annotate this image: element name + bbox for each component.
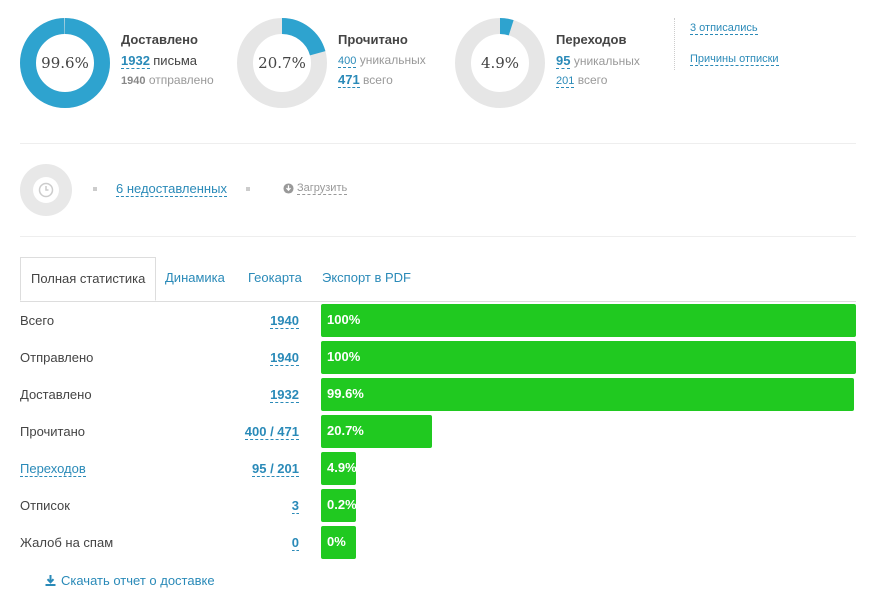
table-row: Переходов 95 / 201 4.9% [20,451,856,485]
row-label: Прочитано [20,424,85,439]
progress-bar: 0% [321,526,356,559]
row-label: Всего [20,313,55,328]
row-label: Жалоб на спам [20,535,114,550]
clock-icon [33,177,59,203]
donut-chart [455,18,545,108]
donut-percent: 99.6% [41,54,89,72]
tab-dynamics[interactable]: Динамика [165,270,225,285]
delivered-count-link[interactable]: 1932 [121,53,150,69]
stat-title: Доставлено [121,32,198,47]
stat-info: Переходов 95 уникальных 201 всего [556,32,640,92]
bar-percent: 20.7% [327,423,364,438]
delivered-unit: письма [153,53,198,68]
row-label: Доставлено [20,387,92,402]
progress-bar: 99.6% [321,378,854,411]
table-row: Отправлено 1940 100% [20,340,856,374]
tabs-baseline [20,301,856,302]
clicks-unique-unit: уникальных [573,54,640,68]
donut-percent: 4.9% [480,54,520,72]
row-value-link[interactable]: 3 [291,498,299,514]
table-row: Доставлено 1932 99.6% [20,377,856,411]
undelivered-link[interactable]: 6 недоставленных [116,181,227,197]
donut-clicks: 4.9% [455,18,545,108]
table-row: Всего 1940 100% [20,303,856,337]
bullet [93,187,97,191]
tab-full-stats[interactable]: Полная статистика [20,257,157,301]
donut-chart [237,18,327,108]
download-report-link[interactable]: Скачать отчет о доставке [44,573,215,588]
bar-percent: 99.6% [327,386,364,401]
donut-chart [20,18,110,108]
tab-geomap[interactable]: Геокарта [248,270,302,285]
bar-percent: 0.2% [327,497,357,512]
clicks-total-link[interactable]: 201 [556,75,575,88]
stat-info: Доставлено 1932 письма 1940 отправлено [121,32,214,92]
clock-badge [20,164,72,216]
donut-delivered: 99.6% [20,18,110,108]
row-value-link[interactable]: 400 / 471 [244,424,299,440]
stat-title: Прочитано [338,32,408,47]
clicks-unique-link[interactable]: 95 [556,53,571,69]
unsubscribe-panel: 3 отписались Причины отписки [674,18,779,70]
row-value-link[interactable]: 0 [291,535,299,551]
stat-info: Прочитано 400 уникальных 471 всего [338,32,426,92]
progress-bar: 100% [321,341,856,374]
download-undelivered-button[interactable]: Загрузить [283,182,348,195]
read-unique-link[interactable]: 400 [338,55,357,68]
row-value-link[interactable]: 1932 [270,387,299,403]
row-value-link[interactable]: 1940 [270,350,299,366]
download-report-icon [45,575,56,586]
row-value-link[interactable]: 95 / 201 [252,461,299,477]
donut-percent: 20.7% [258,54,306,72]
download-label: Загрузить [297,182,348,195]
row-label-link[interactable]: Переходов [20,461,86,477]
progress-bar: 4.9% [321,452,357,485]
bar-percent: 100% [327,349,361,364]
bullet [246,187,250,191]
unsubscribed-link[interactable]: 3 отписались [690,22,758,35]
clicks-total-unit: всего [577,73,608,87]
progress-bar: 20.7% [321,415,432,448]
unsubscribe-reasons-link[interactable]: Причины отписки [690,53,779,66]
stats-tabs: Полная статистика Динамика Геокарта Эксп… [20,257,856,302]
stat-title: Переходов [556,32,627,47]
divider [20,236,856,237]
row-value-link[interactable]: 1940 [270,313,299,329]
tab-export-pdf[interactable]: Экспорт в PDF [322,270,411,285]
download-icon [283,183,294,194]
sent-unit: отправлено [148,73,214,87]
download-report-label: Скачать отчет о доставке [61,573,215,588]
bar-percent: 100% [327,312,361,327]
progress-bar: 100% [321,304,856,337]
bar-percent: 0% [327,534,346,549]
table-row: Отписок 3 0.2% [20,488,856,522]
row-label: Отписок [20,498,70,513]
donut-read: 20.7% [237,18,327,108]
divider [20,143,856,144]
sent-count: 1940 [121,75,146,87]
row-label: Отправлено [20,350,94,365]
bar-percent: 4.9% [327,460,357,475]
table-row: Прочитано 400 / 471 20.7% [20,414,856,448]
read-total-link[interactable]: 471 [338,72,360,88]
read-unique-unit: уникальных [359,53,426,67]
progress-bar: 0.2% [321,489,357,522]
table-row: Жалоб на спам 0 0% [20,525,856,559]
read-total-unit: всего [363,73,393,87]
